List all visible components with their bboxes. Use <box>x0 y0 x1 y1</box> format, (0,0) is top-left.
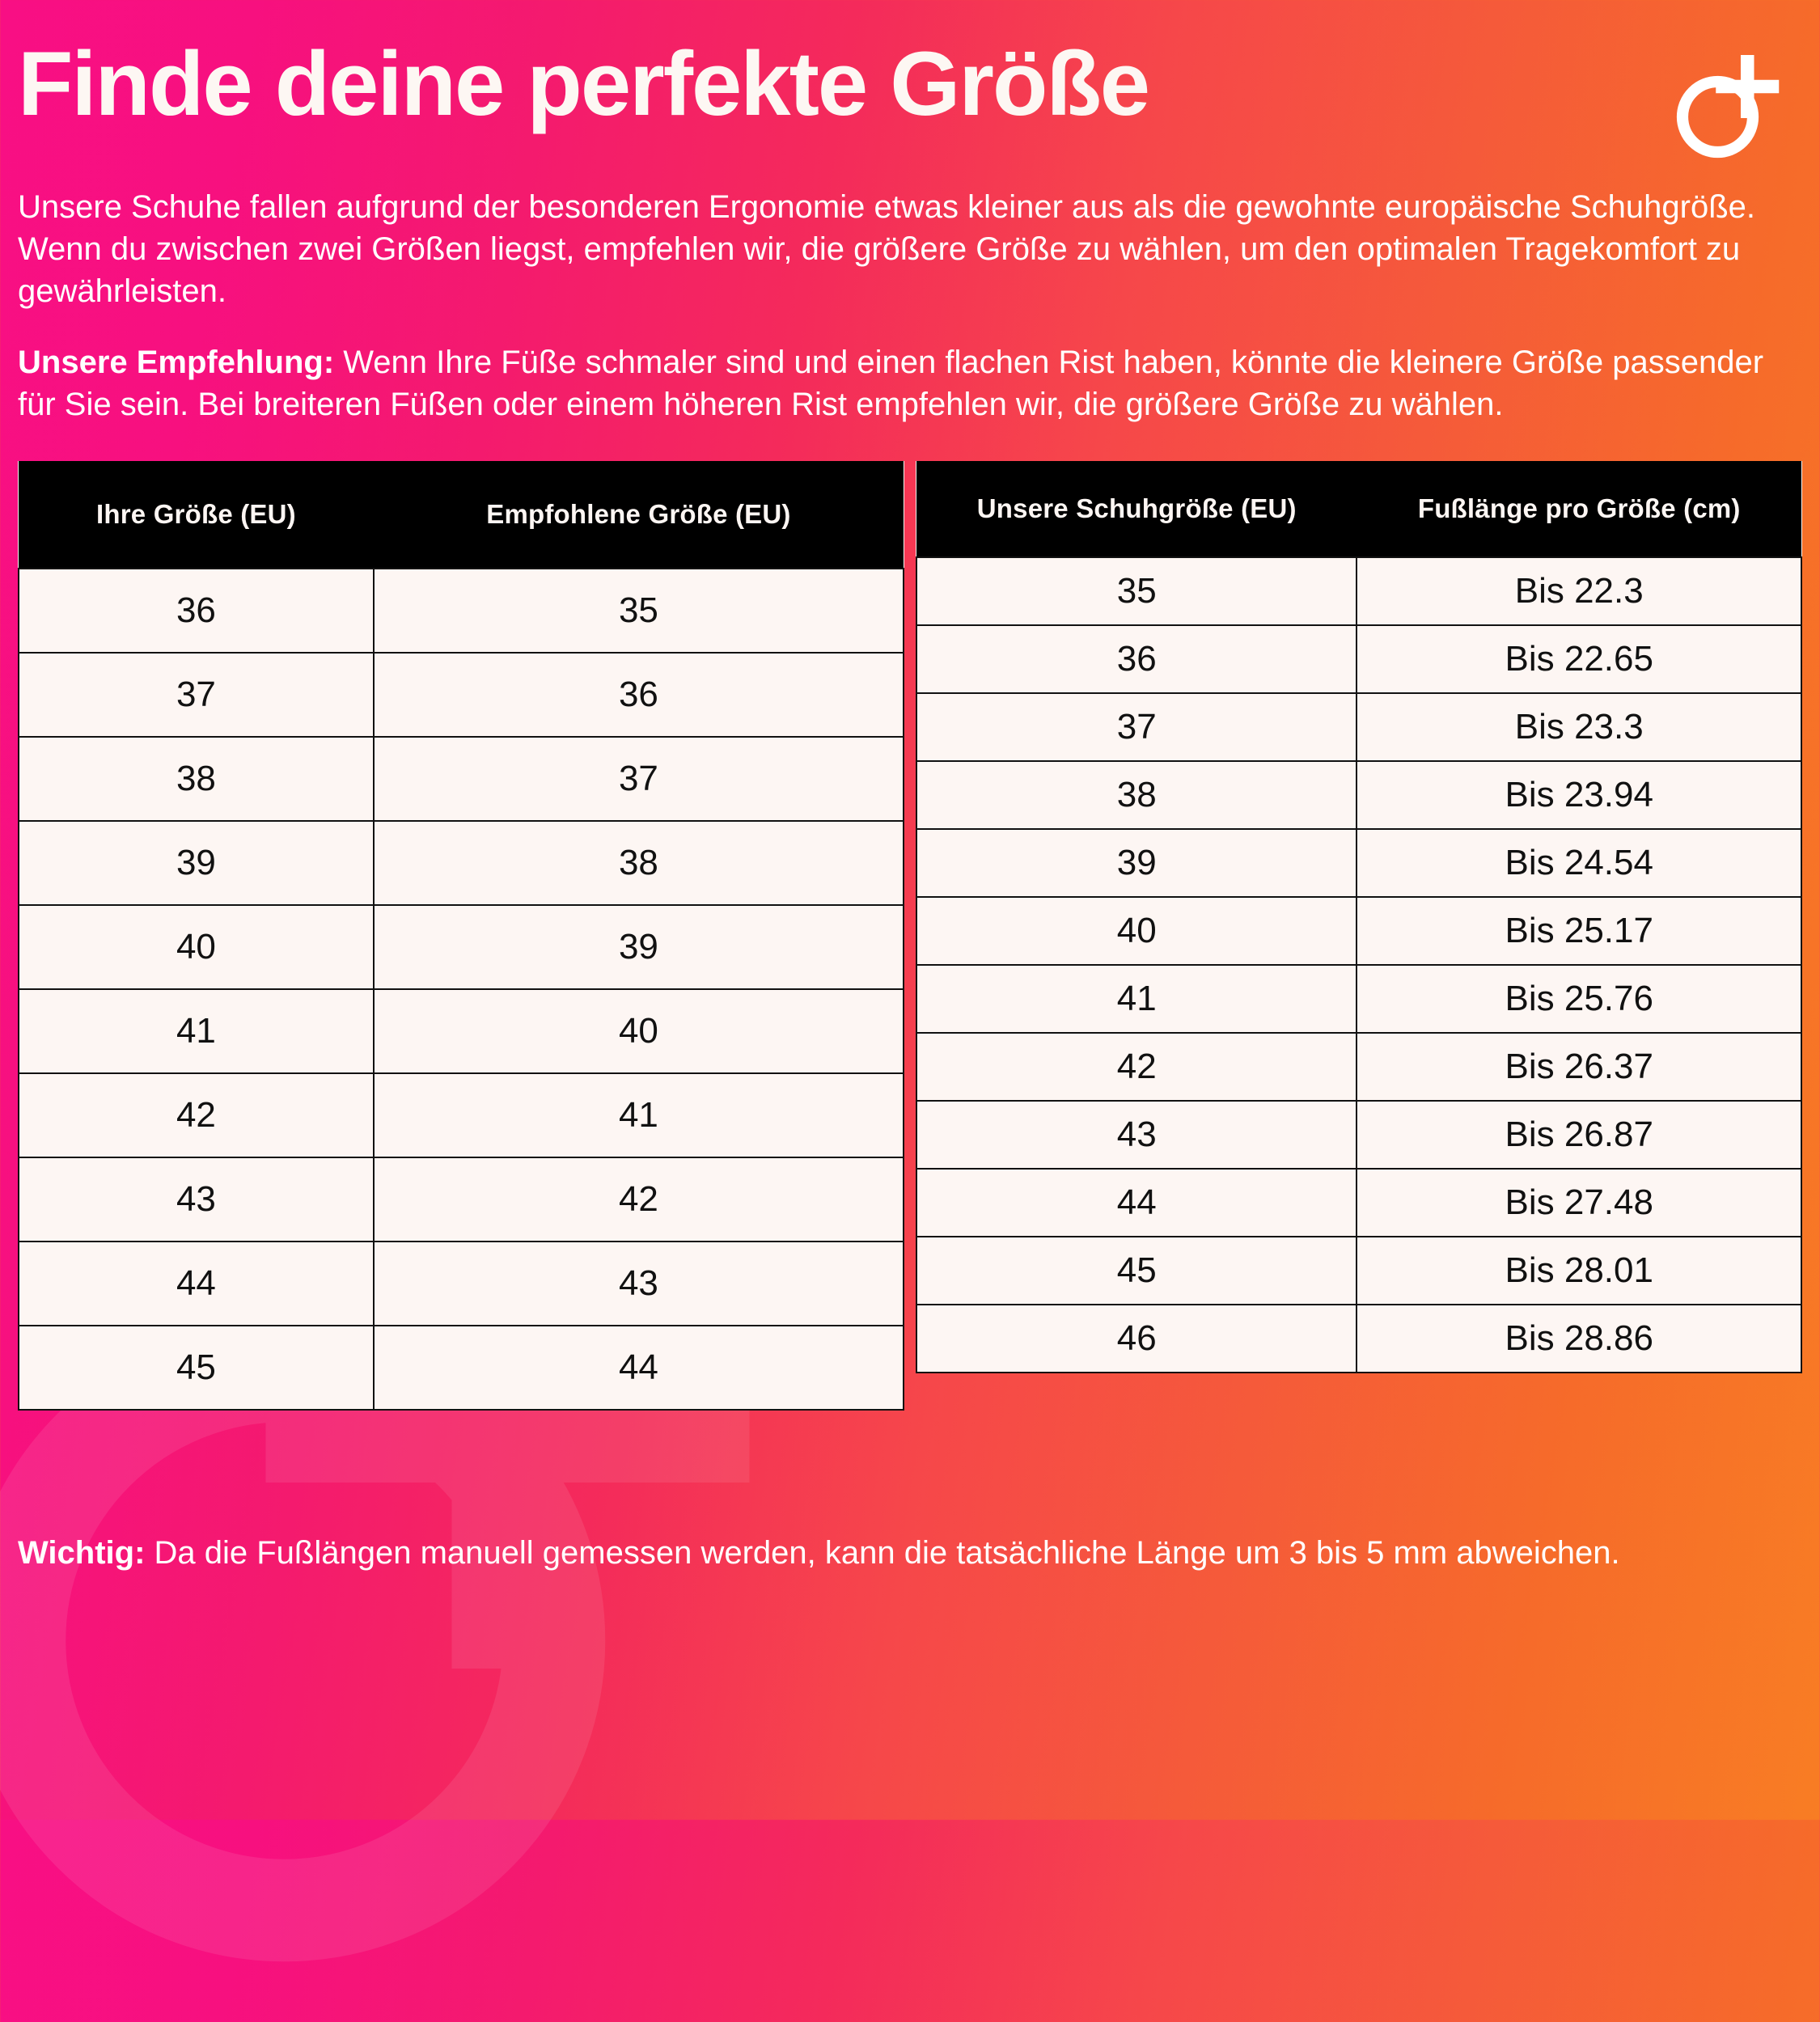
intro-paragraph: Unsere Schuhe fallen aufgrund der besond… <box>18 189 1756 309</box>
foot-length-table: Unsere Schuhgröße (EU) Fußlänge pro Größ… <box>915 461 1802 1373</box>
cell-your-size: 36 <box>18 568 375 654</box>
table-row: 38 Bis 23.94 <box>915 760 1802 830</box>
table-row: 35 Bis 22.3 <box>915 556 1802 626</box>
cell-shoe-size: 46 <box>915 1304 1358 1373</box>
table-row: 46 Bis 28.86 <box>915 1304 1802 1373</box>
cell-your-size: 39 <box>18 820 375 906</box>
table-row: 45 44 <box>18 1325 905 1411</box>
cell-foot-length: Bis 25.76 <box>1356 964 1802 1034</box>
cell-recommended-size: 43 <box>372 1241 905 1326</box>
table-row: 39 Bis 24.54 <box>915 828 1802 898</box>
size-tables-container: Ihre Größe (EU) Empfohlene Größe (EU) 36… <box>18 461 1802 1411</box>
recommendation-label: Unsere Empfehlung: <box>18 345 335 380</box>
cell-recommended-size: 40 <box>372 988 905 1074</box>
foot-length-table-head: Unsere Schuhgröße (EU) Fußlänge pro Größ… <box>916 461 1801 557</box>
table-row: 43 42 <box>18 1157 905 1242</box>
cell-your-size: 43 <box>18 1157 375 1242</box>
foot-length-table-body: 35 Bis 22.3 36 Bis 22.65 37 Bis 23.3 38 … <box>915 556 1802 1373</box>
conversion-table-head: Ihre Größe (EU) Empfohlene Größe (EU) <box>19 461 904 569</box>
table-row: 36 Bis 22.65 <box>915 624 1802 694</box>
table-row: 39 38 <box>18 820 905 906</box>
cell-shoe-size: 39 <box>915 828 1358 898</box>
footer-note-text: Da die Fußlängen manuell gemessen werden… <box>145 1535 1620 1571</box>
cell-foot-length: Bis 27.48 <box>1356 1168 1802 1237</box>
cell-your-size: 44 <box>18 1241 375 1326</box>
table-header-row: Ihre Größe (EU) Empfohlene Größe (EU) <box>19 461 904 569</box>
cell-shoe-size: 37 <box>915 692 1358 762</box>
cell-shoe-size: 41 <box>915 964 1358 1034</box>
footer-note: Wichtig: Da die Fußlängen manuell gemess… <box>18 1532 1781 1574</box>
cell-your-size: 41 <box>18 988 375 1074</box>
column-header-recommended-size: Empfohlene Größe (EU) <box>373 461 904 569</box>
cell-recommended-size: 41 <box>372 1072 905 1158</box>
recommendation-paragraph: Unsere Empfehlung: Wenn Ihre Füße schmal… <box>18 341 1781 425</box>
table-row: 40 39 <box>18 904 905 990</box>
cell-shoe-size: 40 <box>915 896 1358 966</box>
table-row: 37 36 <box>18 652 905 738</box>
cell-shoe-size: 35 <box>915 556 1358 626</box>
table-row: 37 Bis 23.3 <box>915 692 1802 762</box>
cell-recommended-size: 35 <box>372 568 905 654</box>
circle-plus-logo-icon <box>1668 45 1789 167</box>
cell-recommended-size: 42 <box>372 1157 905 1242</box>
table-row: 44 43 <box>18 1241 905 1326</box>
cell-your-size: 40 <box>18 904 375 990</box>
cell-shoe-size: 42 <box>915 1032 1358 1102</box>
table-row: 42 41 <box>18 1072 905 1158</box>
table-row: 36 35 <box>18 568 905 654</box>
cell-recommended-size: 38 <box>372 820 905 906</box>
table-row: 38 37 <box>18 736 905 822</box>
cell-your-size: 42 <box>18 1072 375 1158</box>
conversion-table-body: 36 35 37 36 38 37 39 38 40 39 <box>18 568 905 1411</box>
footer-note-label: Wichtig: <box>18 1535 146 1571</box>
cell-foot-length: Bis 26.87 <box>1356 1100 1802 1170</box>
cell-foot-length: Bis 26.37 <box>1356 1032 1802 1102</box>
cell-foot-length: Bis 28.01 <box>1356 1236 1802 1305</box>
page-title: Finde deine perfekte Größe <box>18 33 1150 134</box>
cell-foot-length: Bis 22.3 <box>1356 556 1802 626</box>
cell-your-size: 37 <box>18 652 375 738</box>
size-guide-page: Finde deine perfekte Größe Unsere Schuhe… <box>18 0 1802 1574</box>
conversion-table: Ihre Größe (EU) Empfohlene Größe (EU) 36… <box>18 461 905 1411</box>
cell-recommended-size: 37 <box>372 736 905 822</box>
cell-foot-length: Bis 25.17 <box>1356 896 1802 966</box>
table-row: 40 Bis 25.17 <box>915 896 1802 966</box>
column-header-foot-length: Fußlänge pro Größe (cm) <box>1357 461 1801 557</box>
recommendation-text: Wenn Ihre Füße schmaler sind und einen f… <box>18 345 1764 422</box>
table-header-row: Unsere Schuhgröße (EU) Fußlänge pro Größ… <box>916 461 1801 557</box>
cell-foot-length: Bis 23.94 <box>1356 760 1802 830</box>
cell-shoe-size: 44 <box>915 1168 1358 1237</box>
column-header-your-size: Ihre Größe (EU) <box>19 461 374 569</box>
cell-shoe-size: 45 <box>915 1236 1358 1305</box>
cell-your-size: 38 <box>18 736 375 822</box>
header-row: Finde deine perfekte Größe <box>18 0 1802 167</box>
table-row: 41 Bis 25.76 <box>915 964 1802 1034</box>
table-row: 43 Bis 26.87 <box>915 1100 1802 1170</box>
cell-shoe-size: 38 <box>915 760 1358 830</box>
column-header-our-shoe-size: Unsere Schuhgröße (EU) <box>916 461 1357 557</box>
table-row: 45 Bis 28.01 <box>915 1236 1802 1305</box>
cell-your-size: 45 <box>18 1325 375 1411</box>
table-row: 41 40 <box>18 988 905 1074</box>
cell-foot-length: Bis 23.3 <box>1356 692 1802 762</box>
cell-shoe-size: 43 <box>915 1100 1358 1170</box>
cell-foot-length: Bis 28.86 <box>1356 1304 1802 1373</box>
cell-foot-length: Bis 24.54 <box>1356 828 1802 898</box>
cell-shoe-size: 36 <box>915 624 1358 694</box>
cell-recommended-size: 44 <box>372 1325 905 1411</box>
cell-foot-length: Bis 22.65 <box>1356 624 1802 694</box>
table-row: 42 Bis 26.37 <box>915 1032 1802 1102</box>
cell-recommended-size: 36 <box>372 652 905 738</box>
table-row: 44 Bis 27.48 <box>915 1168 1802 1237</box>
cell-recommended-size: 39 <box>372 904 905 990</box>
